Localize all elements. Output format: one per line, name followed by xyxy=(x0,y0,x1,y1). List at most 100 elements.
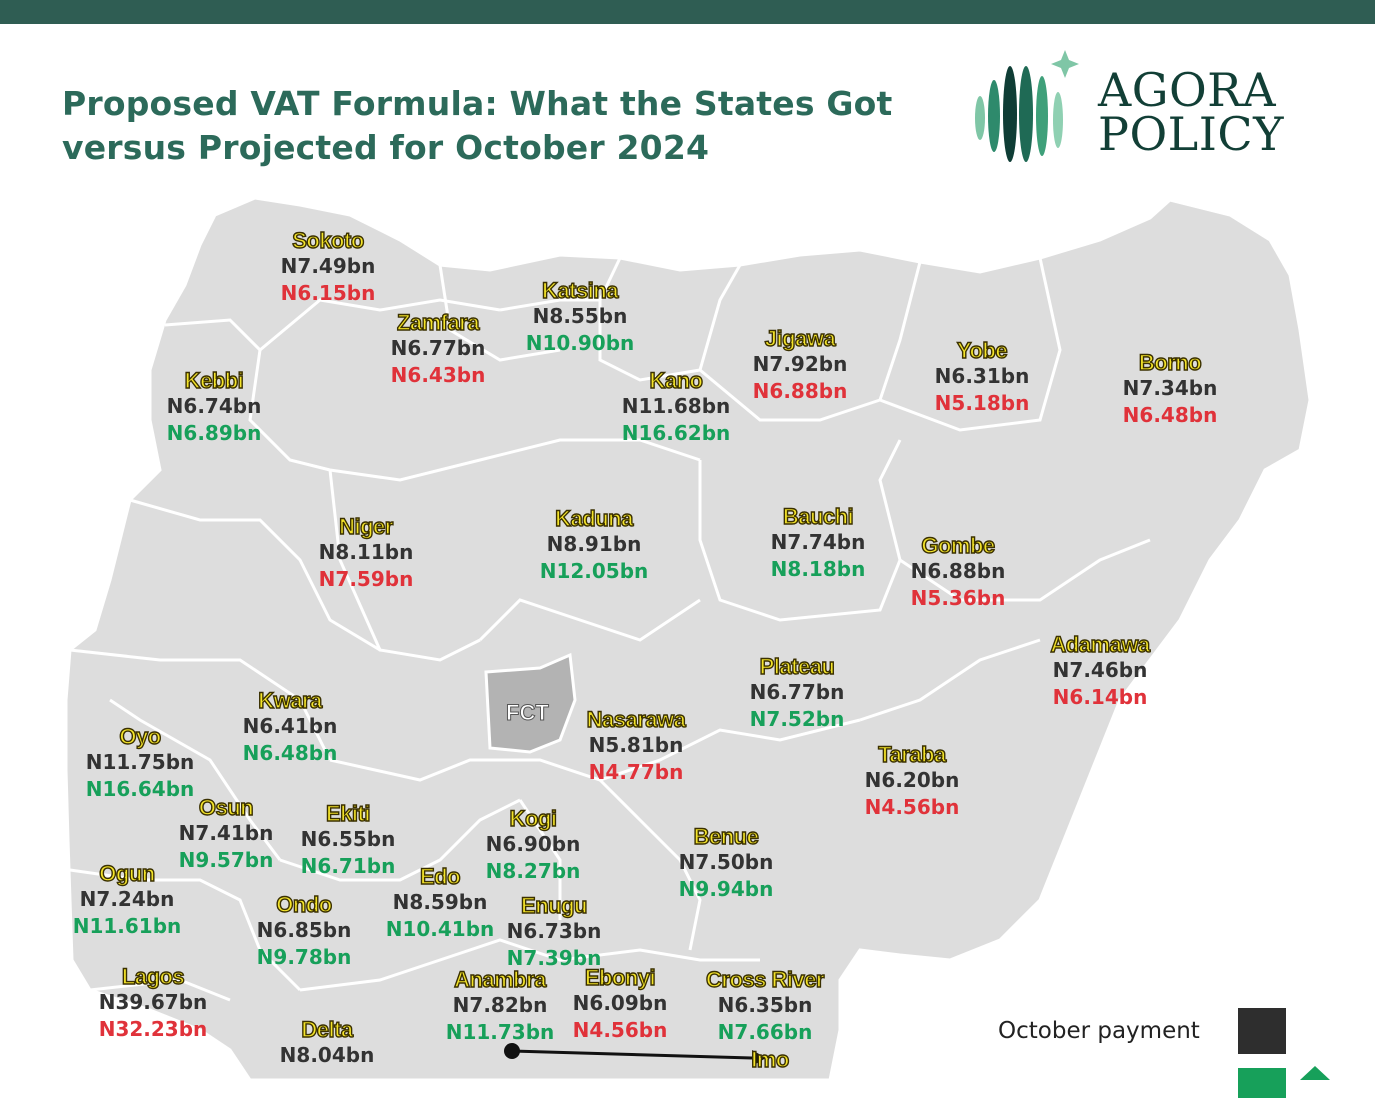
state-october-payment: N6.77bn xyxy=(749,680,845,704)
state-projected-payment: N6.15bn xyxy=(280,281,376,305)
state-name: Sokoto xyxy=(292,227,365,253)
state-projected-payment: N10.90bn xyxy=(525,331,635,355)
imo-pointer-line xyxy=(511,1049,753,1060)
state-kogi: Kogi N6.90bn N8.27bn xyxy=(485,805,581,885)
state-name: Ebonyi xyxy=(584,964,656,990)
state-october-payment: N11.68bn xyxy=(621,394,731,418)
state-projected-payment: N11.61bn xyxy=(72,914,182,938)
state-october-payment: N6.73bn xyxy=(506,919,602,943)
state-october-payment: N8.55bn xyxy=(532,304,628,328)
state-anambra: Anambra N7.82bn N11.73bn xyxy=(445,966,555,1046)
state-october-payment: N6.31bn xyxy=(934,364,1030,388)
state-october-payment: N8.59bn xyxy=(392,890,488,914)
state-name: Plateau xyxy=(759,653,836,679)
agora-policy-logo: AGORA POLICY xyxy=(970,48,1330,173)
state-name: Niger xyxy=(338,513,394,539)
state-october-payment: N6.41bn xyxy=(242,714,338,738)
logo-mark-icon xyxy=(975,50,1079,162)
state-october-payment: N8.91bn xyxy=(546,532,642,556)
state-projected-payment: N7.66bn xyxy=(717,1020,813,1044)
state-october-payment: N7.82bn xyxy=(452,993,548,1017)
state-kaduna: Kaduna N8.91bn N12.05bn xyxy=(540,505,649,585)
state-october-payment: N7.34bn xyxy=(1122,376,1218,400)
state-name: Ekiti xyxy=(325,800,371,826)
state-projected-payment: N8.27bn xyxy=(485,859,581,883)
state-name: Kwara xyxy=(258,687,323,713)
state-kebbi: Kebbi N6.74bn N6.89bn xyxy=(166,367,262,447)
state-october-payment: N6.20bn xyxy=(864,768,960,792)
nigeria-outline xyxy=(64,196,1312,1080)
state-projected-payment: N16.64bn xyxy=(85,777,195,801)
logo-text: AGORA POLICY xyxy=(1098,67,1284,157)
state-october-payment: N11.75bn xyxy=(85,750,195,774)
state-plateau: Plateau N6.77bn N7.52bn xyxy=(749,653,845,733)
state-projected-payment: N6.89bn xyxy=(166,421,262,445)
imo-pointer-dot xyxy=(504,1043,520,1059)
state-name: Borno xyxy=(1138,349,1202,375)
state-october-payment: N6.90bn xyxy=(485,832,581,856)
state-projected-payment: N7.52bn xyxy=(749,707,845,731)
state-name: Enugu xyxy=(520,892,588,918)
fct-region xyxy=(484,652,577,754)
title-line-1: Proposed VAT Formula: What the States Go… xyxy=(62,84,893,123)
state-projected-payment: N6.71bn xyxy=(300,854,396,878)
state-projected-payment: N7.59bn xyxy=(318,567,414,591)
state-adamawa: Adamawa N7.46bn N6.14bn xyxy=(1050,631,1151,711)
top-bar xyxy=(0,0,1375,24)
state-projected-payment: N4.56bn xyxy=(572,1018,668,1042)
state-october-payment: N7.41bn xyxy=(178,821,274,845)
state-name: Kano xyxy=(649,367,704,393)
state-name: Lagos xyxy=(121,963,185,989)
state-name: Kaduna xyxy=(554,505,634,531)
state-edo: Edo N8.59bn N10.41bn xyxy=(385,863,495,943)
state-october-payment: N8.11bn xyxy=(318,540,414,564)
state-projected-payment: N6.43bn xyxy=(390,363,486,387)
state-borders xyxy=(69,257,1151,1002)
state-projected-payment: N6.48bn xyxy=(242,741,338,765)
state-projected-payment: N4.56bn xyxy=(864,795,960,819)
state-name: Oyo xyxy=(119,723,162,749)
state-bauchi: Bauchi N7.74bn N8.18bn xyxy=(771,503,866,583)
state-name: Adamawa xyxy=(1050,631,1151,657)
state-ebonyi: Ebonyi N6.09bn N4.56bn xyxy=(572,964,668,1044)
state-ekiti: Ekiti N6.55bn N6.71bn xyxy=(300,800,396,880)
state-projected-payment: N9.57bn xyxy=(178,848,274,872)
state-projected-payment: N10.41bn xyxy=(385,917,495,941)
state-name: Anambra xyxy=(453,966,547,992)
state-imo: Imo xyxy=(750,1046,790,1072)
state-katsina: Katsina N8.55bn N10.90bn xyxy=(525,277,635,357)
state-benue: Benue N7.50bn N9.94bn xyxy=(678,823,774,903)
state-october-payment: N6.55bn xyxy=(300,827,396,851)
state-projected-payment: N5.18bn xyxy=(934,391,1030,415)
state-name: Benue xyxy=(693,823,760,849)
state-name: Yobe xyxy=(956,337,1008,363)
state-borno: Borno N7.34bn N6.48bn xyxy=(1122,349,1218,429)
state-yobe: Yobe N6.31bn N5.18bn xyxy=(934,337,1030,417)
state-name: Gombe xyxy=(921,532,996,558)
state-october-payment: N7.50bn xyxy=(678,850,774,874)
state-projected-payment: N6.88bn xyxy=(752,379,848,403)
state-name: Osun xyxy=(198,794,254,820)
state-projected-payment: N11.73bn xyxy=(445,1020,555,1044)
state-name: Zamfara xyxy=(396,309,480,335)
state-name: Kebbi xyxy=(184,367,245,393)
state-projected-payment: N16.62bn xyxy=(621,421,731,445)
state-october-payment: N7.92bn xyxy=(752,352,848,376)
state-zamfara: Zamfara N6.77bn N6.43bn xyxy=(390,309,486,389)
state-name: Kogi xyxy=(509,805,558,831)
state-name: Ogun xyxy=(99,860,156,886)
state-october-payment: N7.24bn xyxy=(79,887,175,911)
state-cross-river: Cross River N6.35bn N7.66bn xyxy=(705,966,825,1046)
state-name: Imo xyxy=(750,1046,790,1072)
state-nasarawa: Nasarawa N5.81bn N4.77bn xyxy=(586,706,687,786)
state-ogun: Ogun N7.24bn N11.61bn xyxy=(72,860,182,940)
state-ondo: Ondo N6.85bn N9.78bn xyxy=(257,891,352,971)
state-delta: Delta N8.04bn xyxy=(280,1016,375,1069)
state-name: Katsina xyxy=(541,277,619,303)
state-name: Nasarawa xyxy=(586,706,687,732)
state-kano: Kano N11.68bn N16.62bn xyxy=(621,367,731,447)
legend-october-payment-swatch xyxy=(1238,1008,1286,1054)
legend-october-payment-label: October payment xyxy=(998,1018,1200,1044)
imo-pointer-arrow xyxy=(752,1050,766,1066)
